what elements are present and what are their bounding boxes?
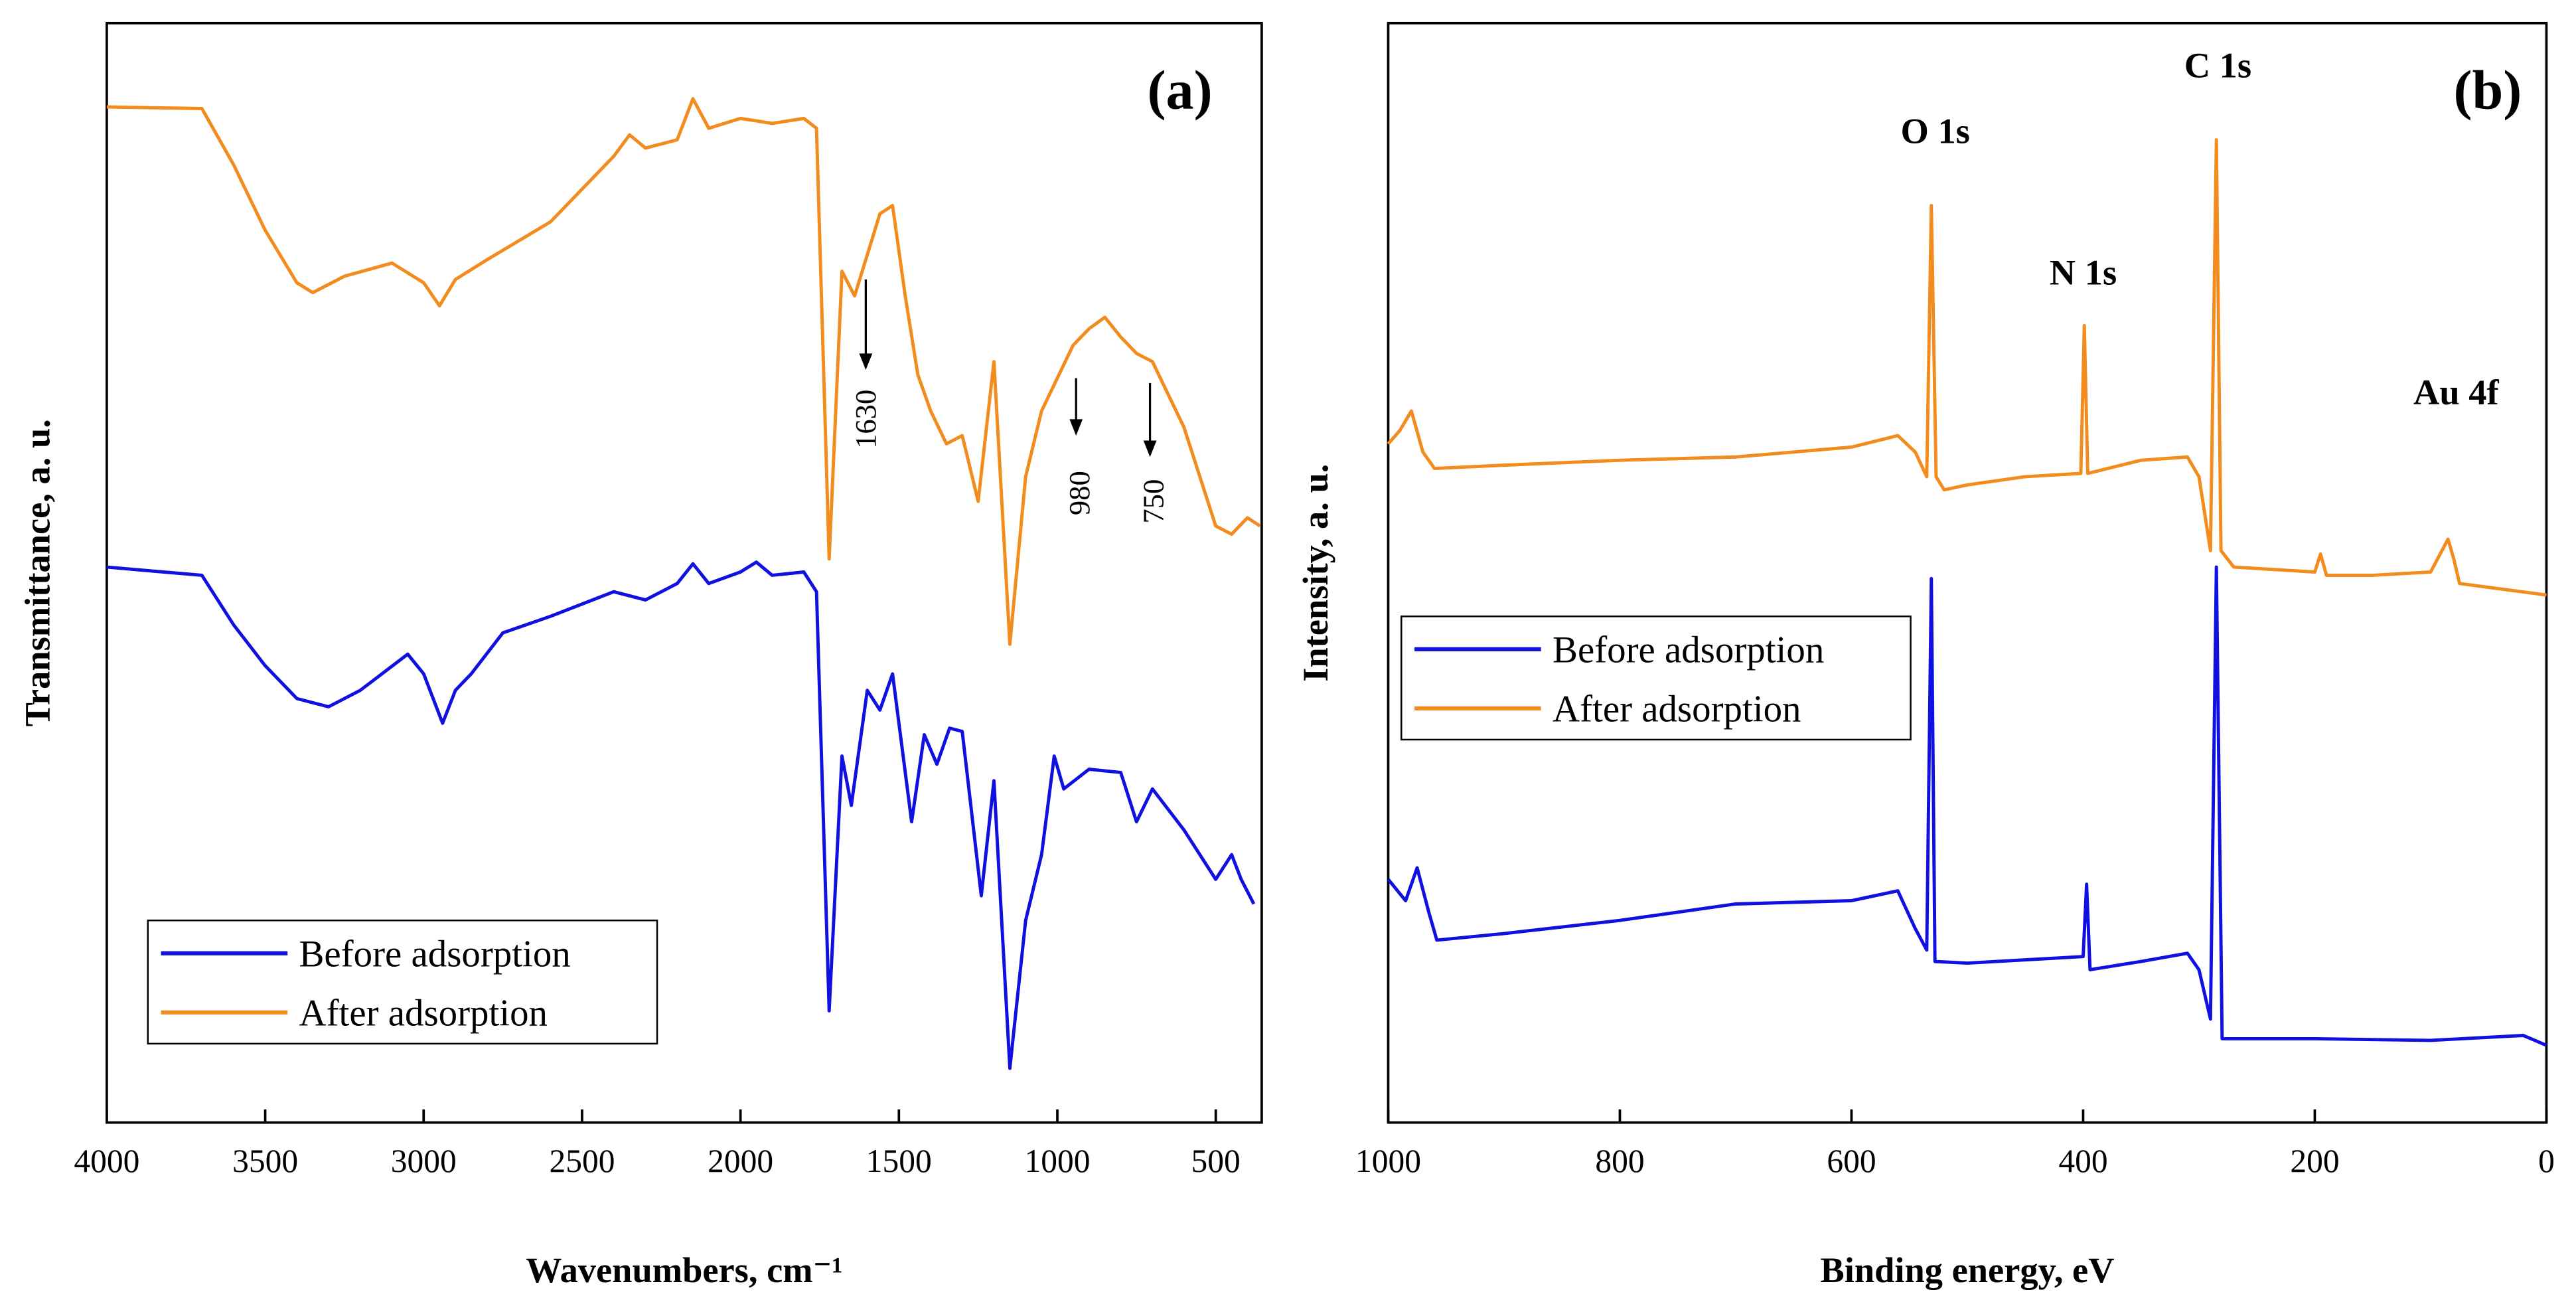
annotation: Au 4f [2413, 372, 2499, 412]
x-tick-label: 0 [2538, 1143, 2555, 1179]
annotation: O 1s [1901, 110, 1970, 151]
x-tick-label: 3500 [232, 1143, 298, 1179]
y-axis-label: Intensity, a. u. [1295, 464, 1335, 682]
x-axis-label: Wavenumbers, cm⁻¹ [526, 1250, 843, 1290]
annotation: N 1s [2050, 252, 2117, 292]
plot-frame [106, 21, 1263, 1124]
plot-frame [1387, 21, 2548, 1124]
arrow-head [1143, 440, 1157, 457]
y-axis-label: Transmittance, a. u. [17, 419, 57, 726]
annotation: 750 [1136, 479, 1170, 524]
x-tick-label: 400 [2058, 1143, 2107, 1179]
legend-label: After adsorption [1553, 689, 1801, 730]
annotation: 1630 [849, 390, 882, 449]
annotation: C 1s [2184, 44, 2251, 85]
line-series [106, 97, 1261, 646]
x-tick-label: 2500 [549, 1143, 615, 1179]
line-series [1387, 565, 2547, 1047]
line-series [1387, 138, 2547, 597]
arrow-head [859, 353, 873, 370]
x-tick-label: 3000 [391, 1143, 457, 1179]
x-tick-label: 600 [1827, 1143, 1876, 1179]
x-tick-label: 1500 [866, 1143, 932, 1179]
x-axis-label: Binding energy, eV [1820, 1250, 2114, 1290]
x-tick-label: 200 [2290, 1143, 2339, 1179]
x-tick-label: 800 [1595, 1143, 1644, 1179]
x-tick-label: 1000 [1355, 1143, 1421, 1179]
legend-label: Before adsorption [299, 934, 570, 975]
annotation: (a) [1148, 60, 1213, 122]
legend-label: Before adsorption [1553, 629, 1824, 671]
annotation: 980 [1063, 471, 1096, 515]
x-tick-label: 500 [1191, 1143, 1241, 1179]
legend-label: After adsorption [299, 993, 548, 1034]
annotation: (b) [2453, 60, 2522, 122]
arrow-head [1069, 419, 1083, 436]
line-series [106, 560, 1256, 1070]
x-tick-label: 2000 [708, 1143, 773, 1179]
x-tick-label: 4000 [74, 1143, 139, 1179]
legend-box [147, 919, 658, 1045]
legend-box [1401, 615, 1912, 741]
x-tick-label: 1000 [1024, 1143, 1090, 1179]
